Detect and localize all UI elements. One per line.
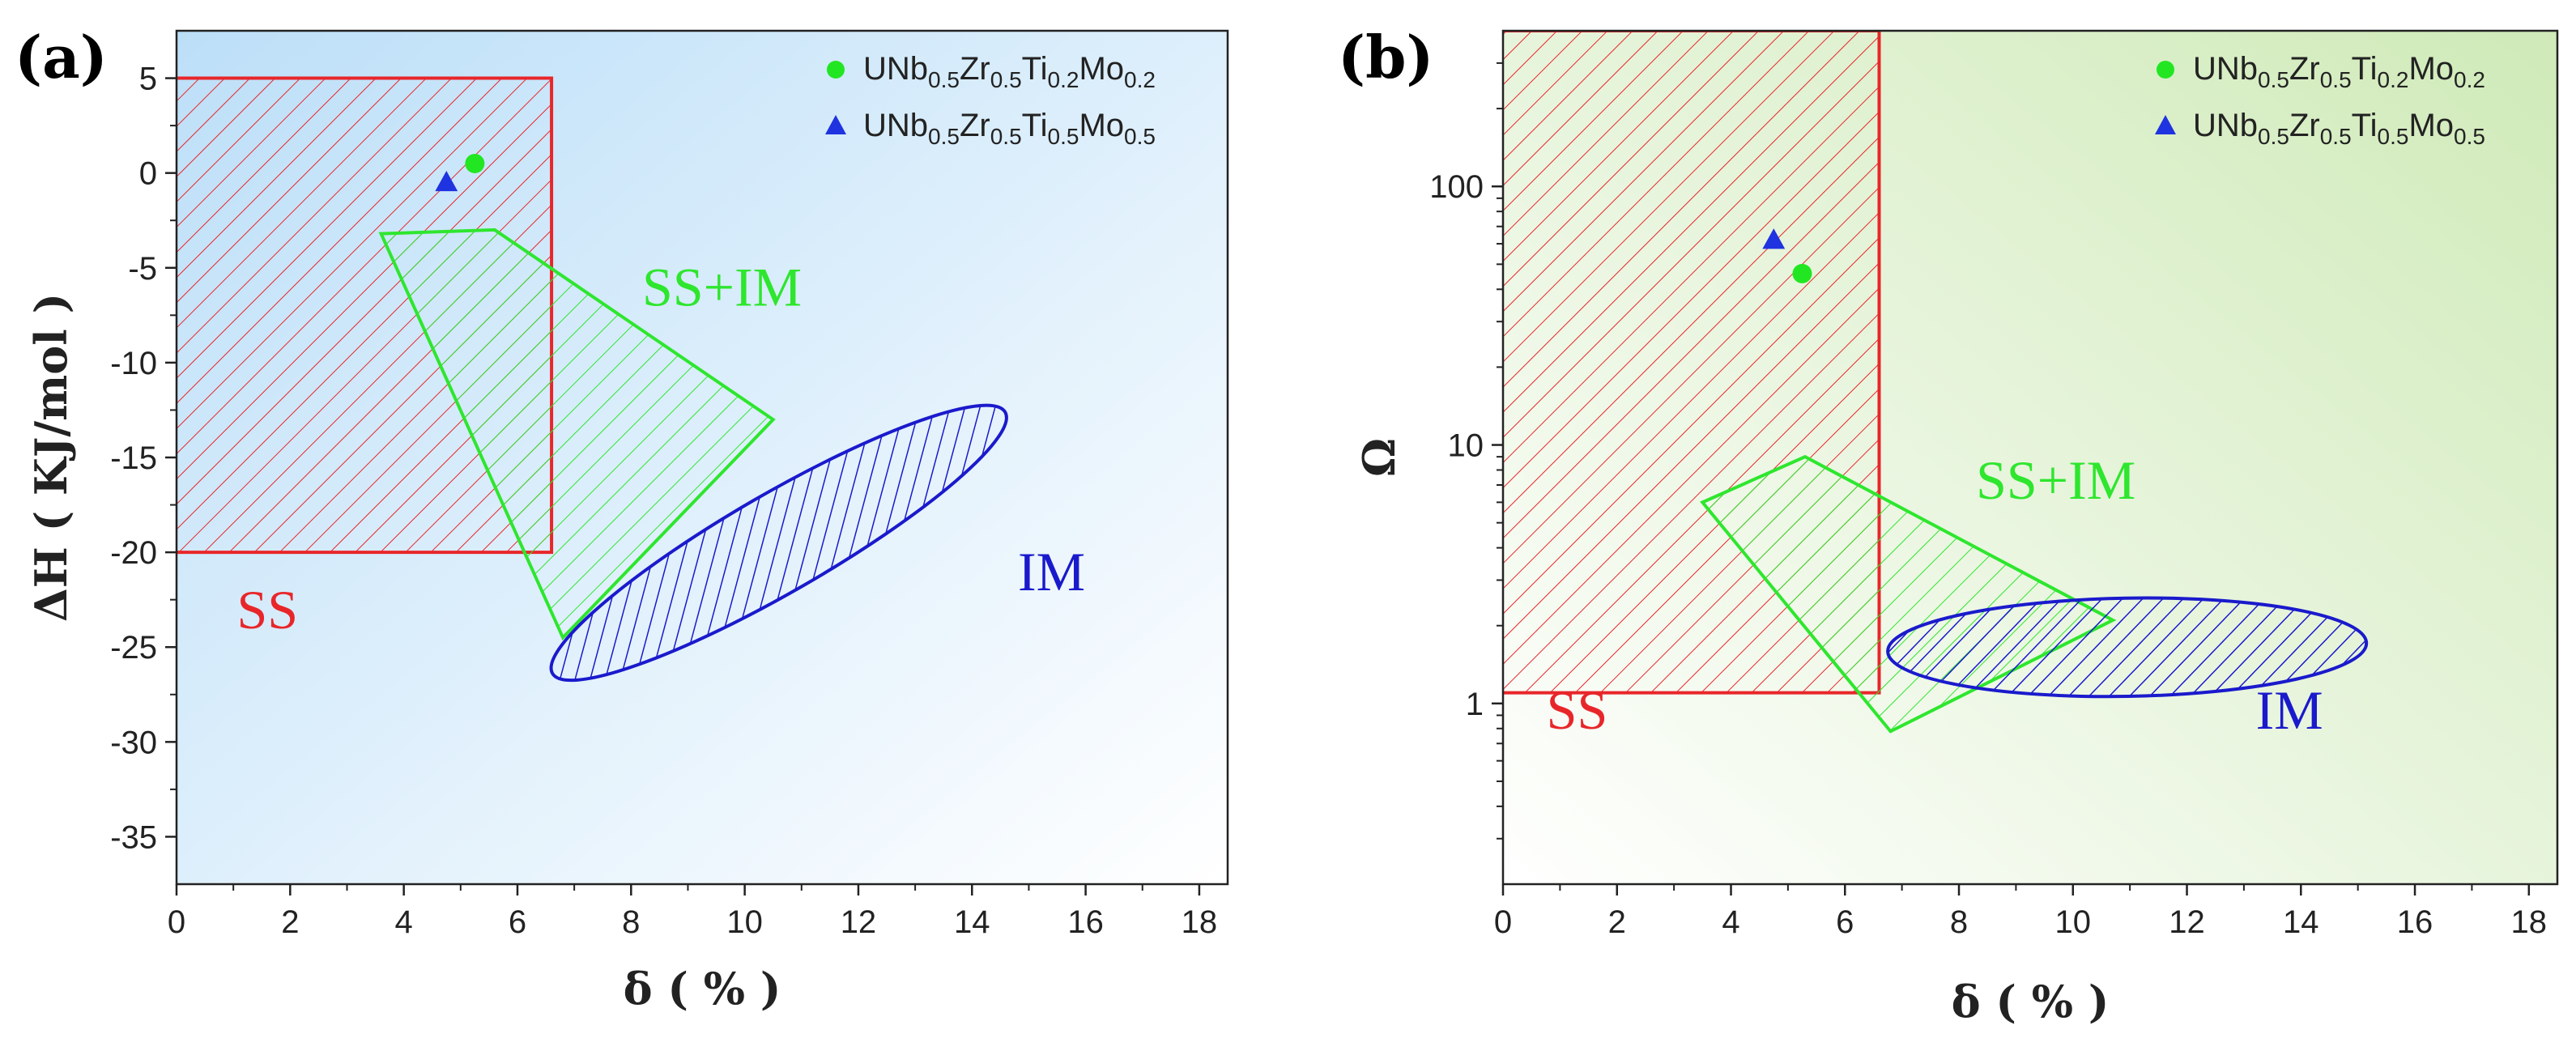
im-region-a: [549, 403, 1008, 683]
legend-label-a-0: UNb0.5Zr0.5Ti0.2Mo0.2: [863, 51, 1156, 92]
data-point-triangle-b-0: [1762, 228, 1786, 249]
x-tick-label-a-8: 16: [1067, 904, 1104, 940]
im-region-label-b: IM: [2256, 679, 2323, 741]
x-tick-label-b-3: 6: [1836, 904, 1854, 940]
y-tick-label-a-3: -10: [110, 346, 157, 381]
legend-marker-circle-a: [827, 61, 845, 79]
data-point-triangle-a-0: [435, 170, 458, 192]
x-tick-label-b-6: 12: [2169, 904, 2205, 940]
legend-label-b-0: UNb0.5Zr0.5Ti0.2Mo0.2: [2193, 51, 2485, 92]
y-tick-label-a-0: 5: [139, 62, 157, 97]
y-axis-title-b: Ω: [1353, 438, 1405, 477]
y-tick-label-a-2: -5: [128, 251, 157, 287]
x-tick-label-a-3: 6: [509, 904, 526, 940]
ss-im-region-label-a: SS+IM: [642, 257, 802, 318]
panel-b: SS SS+IM IM 0 2 4 6 8 10 12 14 16 18 1 10 100 δ ( % ) Ω (b…: [1338, 23, 2559, 1027]
x-tick-label-a-6: 12: [841, 904, 877, 940]
legend-marker-triangle-a: [825, 115, 846, 134]
x-tick-label-b-9: 18: [2511, 904, 2548, 940]
y-tick-label-a-6: -25: [110, 630, 157, 666]
y-tick-label-a-5: -20: [110, 535, 157, 571]
x-tick-label-a-9: 18: [1182, 904, 1218, 940]
data-point-circle-b-0: [1792, 263, 1812, 283]
x-tick-label-a-7: 14: [954, 904, 990, 940]
legend-label-a-1: UNb0.5Zr0.5Ti0.5Mo0.5: [863, 108, 1156, 149]
ss-im-region-a: [378, 228, 776, 641]
ss-im-region-label-b: SS+IM: [1976, 449, 2135, 511]
y-tick-label-b-1: 10: [1448, 428, 1484, 464]
x-tick-label-a-5: 10: [726, 904, 763, 940]
x-tick-label-b-7: 14: [2283, 904, 2319, 940]
y-tick-label-b-2: 100: [1429, 169, 1484, 205]
legend-marker-circle-b: [2157, 61, 2174, 79]
im-region-b: [1886, 596, 2369, 699]
y-tick-label-a-4: -15: [110, 440, 157, 476]
x-tick-label-b-1: 2: [1608, 904, 1626, 940]
y-tick-label-b-0: 1: [1466, 687, 1484, 722]
y-axis-title-a: ΔH ( KJ/mol ): [25, 293, 77, 622]
y-tick-label-a-1: 0: [139, 156, 157, 192]
x-tick-label-b-4: 8: [1950, 904, 1968, 940]
ss-region-label-b: SS: [1547, 679, 1608, 741]
ss-region-outline-b: [1503, 31, 1881, 695]
ss-region-label-a: SS: [236, 579, 298, 640]
panel-a: SS SS+IM IM 0 2 4 6 8 10 12 14 16 18 5 0 -5 -10 -15 -20 -25…: [15, 23, 1229, 1015]
x-tick-label-b-8: 16: [2397, 904, 2433, 940]
x-axis-title-a: δ ( % ): [624, 963, 781, 1015]
regions-b: [1503, 31, 2369, 734]
panel-label-a: (a): [15, 23, 108, 91]
x-tick-label-b-2: 4: [1722, 904, 1739, 940]
x-tick-label-a-2: 4: [395, 904, 413, 940]
y-tick-label-a-8: -35: [110, 819, 157, 855]
legend-marker-triangle-b: [2155, 115, 2176, 134]
panel-label-b: (b): [1338, 23, 1433, 91]
x-tick-label-a-1: 2: [281, 904, 299, 940]
x-axis-title-b: δ ( % ): [1952, 976, 2110, 1027]
x-tick-label-b-0: 0: [1494, 904, 1512, 940]
x-tick-label-a-4: 8: [622, 904, 640, 940]
legend-label-b-1: UNb0.5Zr0.5Ti0.5Mo0.5: [2193, 108, 2485, 149]
y-tick-label-a-7: -30: [110, 725, 157, 760]
data-point-circle-a-0: [465, 153, 485, 173]
regions-a: [177, 76, 1008, 683]
im-region-label-a: IM: [1018, 541, 1085, 602]
x-tick-label-b-5: 10: [2055, 904, 2092, 940]
x-tick-label-a-0: 0: [168, 904, 185, 940]
